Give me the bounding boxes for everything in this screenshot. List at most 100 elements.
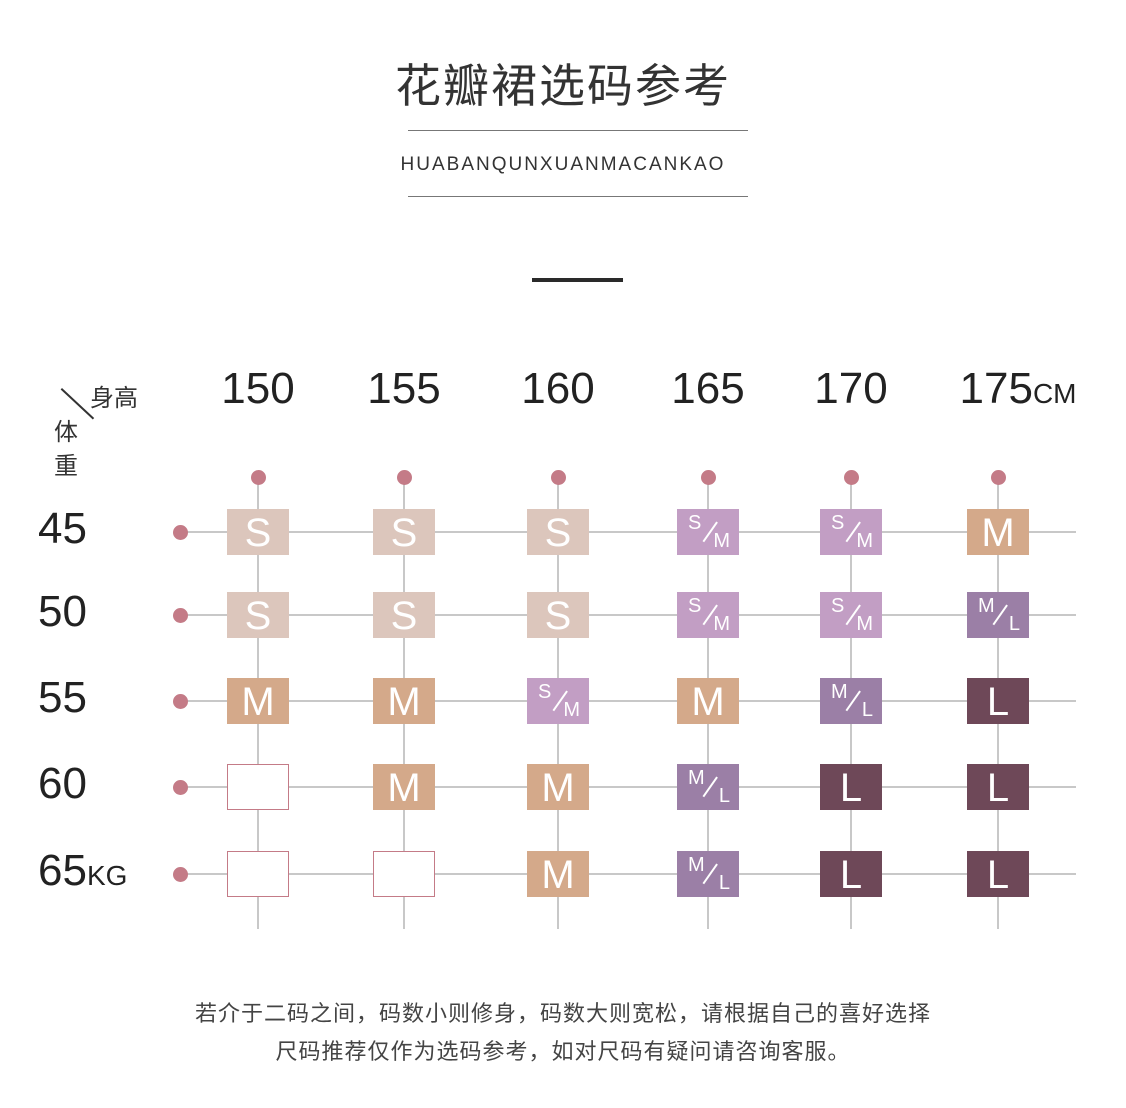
size-label-upper: S	[831, 512, 845, 534]
column-marker-dot	[397, 470, 412, 485]
size-label: M	[691, 680, 725, 724]
size-label-lower: L	[718, 872, 730, 894]
row-marker-dot	[173, 608, 188, 623]
section-dash	[532, 278, 623, 282]
height-value: 155	[367, 364, 441, 413]
size-cell-empty	[227, 851, 289, 897]
grid-row-line	[180, 614, 1076, 616]
height-header-165: 165	[638, 364, 778, 414]
height-unit: CM	[1032, 378, 1077, 409]
size-cell: M	[373, 678, 435, 724]
weight-value: 65	[38, 846, 87, 895]
size-cell: M	[967, 509, 1029, 555]
size-label-lower: M	[563, 699, 580, 721]
size-label: M	[387, 680, 421, 724]
height-value: 150	[221, 364, 295, 413]
size-label-upper: M	[688, 854, 705, 876]
size-label: L	[986, 853, 1010, 897]
size-cell: S	[227, 509, 289, 555]
weight-header-45: 45	[38, 504, 87, 554]
height-value: 160	[521, 364, 595, 413]
weight-value: 60	[38, 759, 87, 808]
size-slash	[702, 863, 718, 885]
size-label-upper: M	[978, 595, 995, 617]
title-divider-top	[408, 130, 748, 131]
weight-header-60: 60	[38, 759, 87, 809]
size-cell: M	[527, 764, 589, 810]
size-cell-empty	[373, 851, 435, 897]
size-cell: M	[677, 678, 739, 724]
size-label-upper: S	[831, 595, 845, 617]
weight-axis-label-1: 体	[54, 418, 78, 446]
height-axis-label: 身高	[90, 384, 138, 412]
weight-header-55: 55	[38, 673, 87, 723]
size-slash	[702, 776, 718, 798]
height-value: 175	[959, 364, 1033, 413]
weight-value: 55	[38, 673, 87, 722]
weight-header-50: 50	[38, 587, 87, 637]
size-label: M	[241, 680, 275, 724]
weight-value: 45	[38, 504, 87, 553]
row-marker-dot	[173, 867, 188, 882]
size-label-upper: S	[688, 595, 702, 617]
size-label: L	[986, 766, 1010, 810]
size-label: M	[981, 511, 1015, 555]
height-header-155: 155	[334, 364, 474, 414]
size-label: S	[244, 511, 272, 555]
size-cell: L	[967, 764, 1029, 810]
column-marker-dot	[701, 470, 716, 485]
height-header-175: 175CM	[948, 364, 1088, 414]
page-title: 花瓣裙选码参考	[395, 59, 731, 113]
size-label: S	[244, 594, 272, 638]
size-slash	[845, 690, 861, 712]
row-marker-dot	[173, 780, 188, 795]
size-cell: S	[527, 509, 589, 555]
size-label-lower: L	[1008, 613, 1020, 635]
page-subtitle: HUABANQUNXUANMACANKAO	[400, 154, 726, 175]
size-label: M	[541, 766, 575, 810]
size-note-line-2: 尺码推荐仅作为选码参考，如对尺码有疑问请咨询客服。	[275, 1040, 851, 1065]
size-label: S	[544, 594, 572, 638]
size-cell: L	[967, 678, 1029, 724]
size-cell: L	[820, 764, 882, 810]
weight-header-65: 65KG	[38, 846, 127, 896]
grid-row-line	[180, 531, 1076, 533]
weight-value: 50	[38, 587, 87, 636]
title-divider-bottom	[408, 196, 748, 197]
column-marker-dot	[844, 470, 859, 485]
row-marker-dot	[173, 694, 188, 709]
size-label-upper: M	[688, 767, 705, 789]
size-cell: S	[373, 509, 435, 555]
height-header-160: 160	[488, 364, 628, 414]
size-label-upper: S	[538, 681, 552, 703]
column-marker-dot	[991, 470, 1006, 485]
size-label: M	[387, 766, 421, 810]
size-label-lower: M	[856, 530, 873, 552]
height-value: 165	[671, 364, 745, 413]
column-marker-dot	[251, 470, 266, 485]
size-cell: L	[967, 851, 1029, 897]
size-label-upper: M	[831, 681, 848, 703]
size-slash	[992, 604, 1008, 626]
size-cell: M	[373, 764, 435, 810]
height-header-170: 170	[781, 364, 921, 414]
grid-row-line	[180, 786, 1076, 788]
weight-axis-label-2: 重	[54, 452, 78, 480]
size-cell-empty	[227, 764, 289, 810]
grid-row-line	[180, 873, 1076, 875]
size-label-lower: M	[713, 613, 730, 635]
size-label-upper: S	[688, 512, 702, 534]
size-label: S	[390, 511, 418, 555]
column-marker-dot	[551, 470, 566, 485]
size-cell: S	[227, 592, 289, 638]
size-label: L	[839, 766, 863, 810]
height-value: 170	[814, 364, 888, 413]
size-label-lower: M	[856, 613, 873, 635]
